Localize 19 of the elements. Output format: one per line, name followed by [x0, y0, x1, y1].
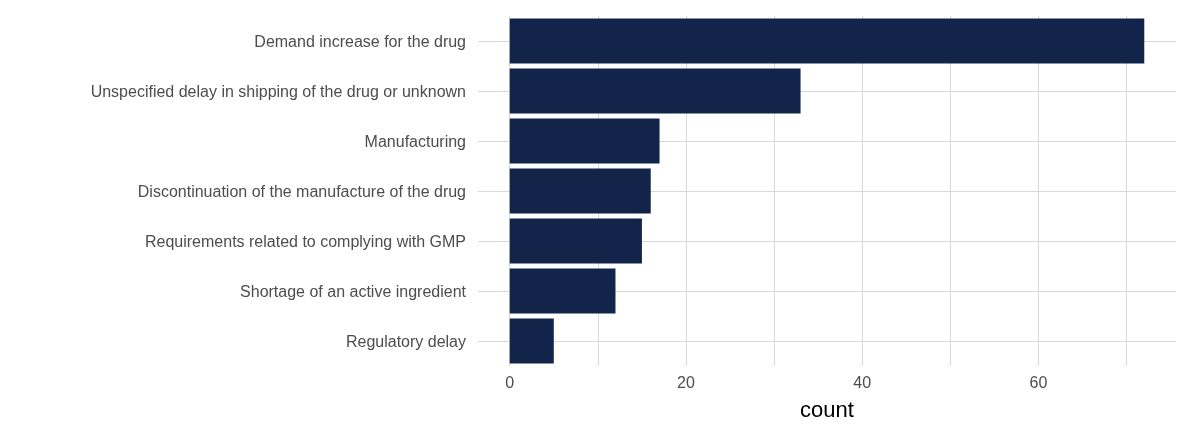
bar — [509, 218, 642, 264]
y-tick-label: Manufacturing — [364, 132, 466, 150]
x-tick-label: 0 — [505, 373, 515, 391]
y-tick-label: Regulatory delay — [345, 332, 466, 350]
bar — [509, 268, 616, 314]
x-axis-title: count — [800, 396, 854, 422]
x-tick-label: 40 — [853, 373, 872, 391]
bar — [509, 18, 1145, 64]
bar — [509, 68, 801, 114]
y-tick-label: Requirements related to complying with GMP — [144, 232, 466, 250]
y-tick-label: Unspecified delay in shipping of the drug or unknown — [90, 82, 466, 100]
bar — [509, 168, 651, 214]
y-tick-label: Demand increase for the drug — [254, 32, 466, 50]
x-tick-label: 60 — [1029, 373, 1048, 391]
y-tick-label: Discontinuation of the manufacture of the drug — [137, 182, 466, 200]
bar — [509, 118, 660, 164]
bar — [509, 318, 554, 364]
x-tick-label: 20 — [677, 373, 695, 391]
y-tick-label: Shortage of an active ingredient — [240, 282, 467, 300]
